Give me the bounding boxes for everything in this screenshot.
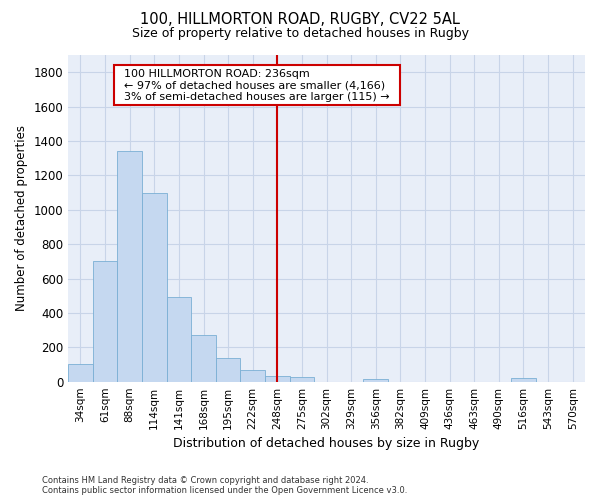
Bar bbox=[167, 298, 191, 382]
Bar bbox=[364, 379, 388, 382]
Bar bbox=[118, 152, 142, 382]
Y-axis label: Number of detached properties: Number of detached properties bbox=[15, 126, 28, 312]
Bar bbox=[93, 262, 118, 382]
Bar bbox=[511, 378, 536, 382]
Text: 100 HILLMORTON ROAD: 236sqm  
  ← 97% of detached houses are smaller (4,166)  
 : 100 HILLMORTON ROAD: 236sqm ← 97% of det… bbox=[118, 69, 397, 102]
Bar bbox=[216, 358, 241, 382]
Bar bbox=[68, 364, 93, 382]
Text: 100, HILLMORTON ROAD, RUGBY, CV22 5AL: 100, HILLMORTON ROAD, RUGBY, CV22 5AL bbox=[140, 12, 460, 28]
Bar bbox=[241, 370, 265, 382]
Text: Contains HM Land Registry data © Crown copyright and database right 2024.
Contai: Contains HM Land Registry data © Crown c… bbox=[42, 476, 407, 495]
Bar bbox=[290, 376, 314, 382]
Bar bbox=[265, 376, 290, 382]
X-axis label: Distribution of detached houses by size in Rugby: Distribution of detached houses by size … bbox=[173, 437, 480, 450]
Text: Size of property relative to detached houses in Rugby: Size of property relative to detached ho… bbox=[131, 28, 469, 40]
Bar bbox=[191, 336, 216, 382]
Bar bbox=[142, 192, 167, 382]
